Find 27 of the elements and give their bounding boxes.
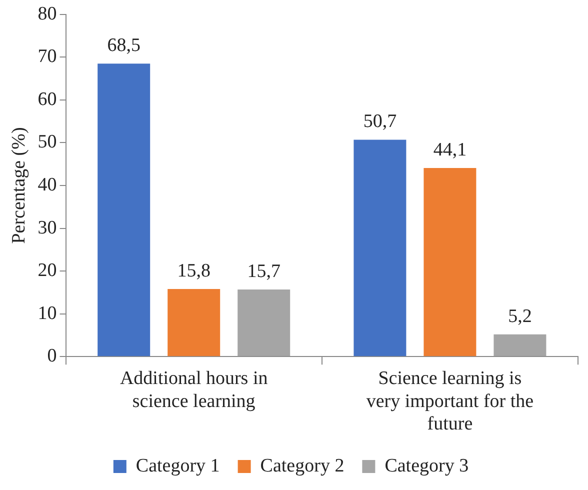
bar — [98, 64, 150, 356]
y-tick-label: 50 — [38, 132, 57, 153]
data-label: 15,8 — [177, 260, 210, 282]
data-label: 50,7 — [363, 111, 397, 132]
bar — [354, 140, 406, 356]
y-tick-label: 60 — [38, 88, 57, 110]
legend-label: Category 3 — [384, 455, 469, 476]
x-tick-label: Additional hours in science learning — [120, 368, 268, 412]
y-tick-label: 40 — [38, 174, 57, 196]
y-tick-label: 80 — [38, 3, 57, 24]
y-axis-title: Percentage (%) — [8, 127, 30, 244]
x-tick-label: Science learning is very important for the future — [366, 368, 534, 435]
data-label: 15,7 — [247, 260, 280, 282]
legend-label: Category 1 — [136, 455, 220, 476]
y-tick-label: 10 — [38, 302, 57, 324]
bar — [168, 289, 220, 356]
bar — [238, 289, 290, 356]
bar — [424, 168, 476, 356]
data-label: 68,5 — [107, 35, 140, 56]
bar — [494, 334, 546, 356]
y-tick-label: 30 — [38, 217, 57, 238]
data-label: 44,1 — [433, 139, 467, 160]
data-label: 5,2 — [508, 306, 532, 327]
y-tick-label: 70 — [38, 46, 57, 68]
legend-label: Category 2 — [260, 455, 344, 476]
y-tick-label: 0 — [47, 346, 57, 367]
y-tick-label: 20 — [38, 260, 57, 282]
